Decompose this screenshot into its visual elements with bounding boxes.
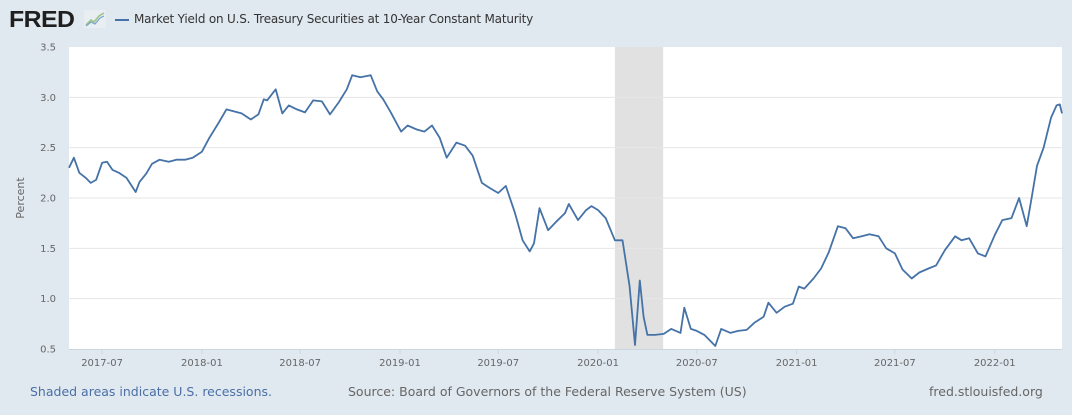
y-tick-label: 3.5 — [40, 43, 56, 54]
fred-logo[interactable]: FRED — [9, 6, 75, 32]
x-tick-label: 2018-07 — [279, 358, 321, 369]
y-tick-label: 3.0 — [40, 93, 56, 104]
x-tick-label: 2018-01 — [181, 358, 223, 369]
y-tick-label: 1.0 — [40, 294, 56, 305]
y-tick-label: 2.0 — [40, 194, 56, 205]
x-tick-label: 2017-07 — [81, 358, 123, 369]
y-tick-label: 2.5 — [40, 143, 56, 154]
x-tick-label: 2020-07 — [676, 358, 718, 369]
legend-series-title[interactable]: Market Yield on U.S. Treasury Securities… — [134, 12, 534, 26]
x-tick-label: 2021-01 — [776, 358, 818, 369]
x-tick-label: 2022-01 — [974, 358, 1016, 369]
legend-swatch — [115, 19, 129, 21]
recession-note[interactable]: Shaded areas indicate U.S. recessions. — [30, 384, 272, 399]
chart-line-icon — [84, 10, 106, 28]
chart-header: FRED Market Yield on U.S. Treasury Secur… — [0, 0, 1072, 40]
y-axis-label: Percent — [14, 177, 27, 219]
series-line[interactable] — [68, 74, 1063, 347]
source-note: Source: Board of Governors of the Federa… — [348, 384, 747, 399]
x-tick-label: 2019-07 — [477, 358, 519, 369]
x-tick-label: 2019-01 — [379, 358, 421, 369]
y-tick-label: 1.5 — [40, 244, 56, 255]
x-tick-label: 2021-07 — [874, 358, 916, 369]
x-tick-label: 2020-01 — [577, 358, 619, 369]
site-link[interactable]: fred.stlouisfed.org — [929, 384, 1043, 399]
y-tick-label: 0.5 — [40, 345, 56, 356]
